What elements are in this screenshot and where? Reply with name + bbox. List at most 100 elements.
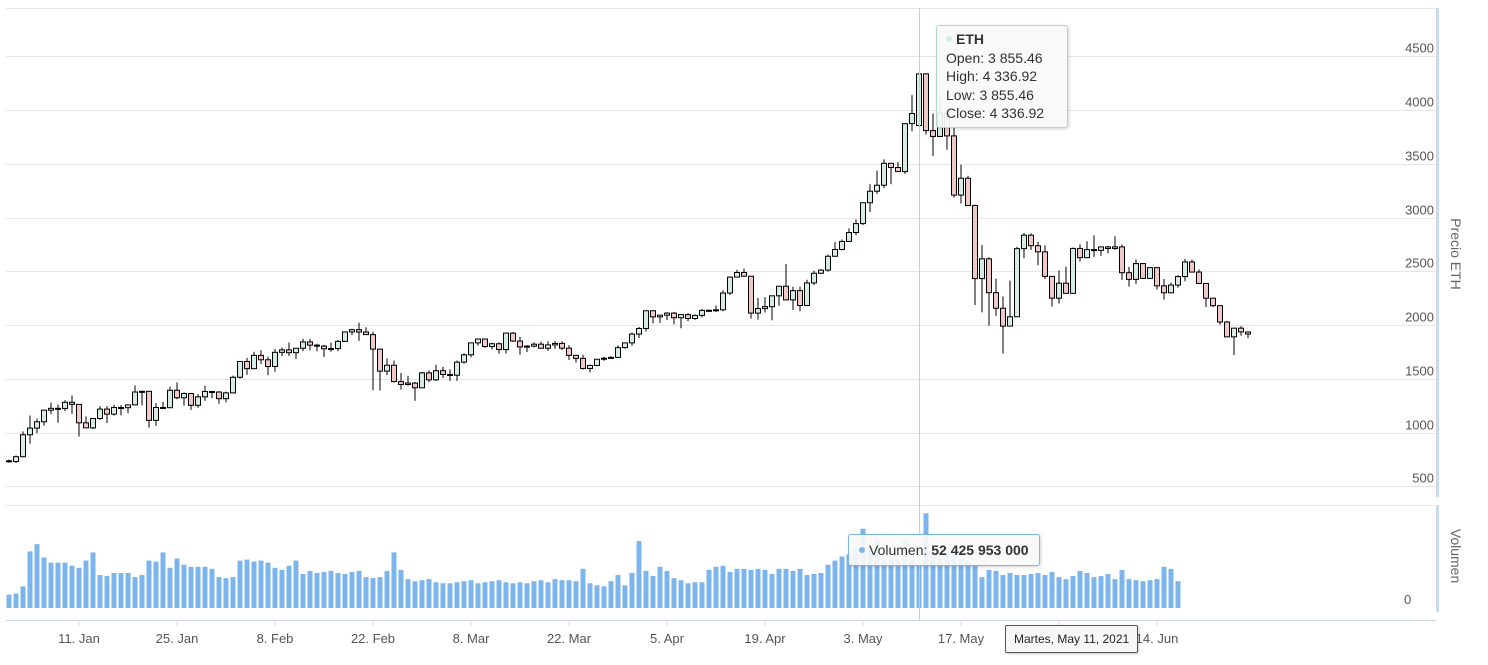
candle-body (342, 331, 348, 342)
candle (216, 391, 222, 404)
volume-bar (300, 574, 306, 608)
volume-tooltip-label: Volumen: (869, 542, 928, 558)
volume-bar (188, 566, 194, 608)
candle-body (279, 349, 285, 353)
candle (1042, 245, 1048, 280)
candle (769, 295, 775, 321)
candle-body (223, 392, 229, 400)
candle-body (510, 332, 516, 342)
candle (440, 366, 446, 379)
candle-body (776, 285, 782, 297)
candle-body (27, 427, 33, 436)
volume-bar (482, 582, 488, 608)
candle (972, 204, 978, 305)
candle (342, 331, 348, 342)
tooltip-high-value: 4 336.92 (982, 68, 1038, 85)
candle-body (832, 248, 838, 257)
price-gridlines (6, 8, 1436, 487)
candle (97, 406, 103, 420)
candle-body (1035, 245, 1041, 253)
candle-body (440, 370, 446, 375)
candle-body (664, 312, 670, 316)
candle-body (34, 421, 40, 429)
volume-bar (580, 568, 586, 608)
tooltip-open-value: 3 855.46 (988, 49, 1043, 66)
volume-bar (713, 566, 719, 608)
volume-bar (839, 556, 845, 608)
volume-bar (6, 594, 12, 608)
candle (636, 326, 642, 339)
volume-bar (1063, 579, 1069, 608)
volume-bar (1042, 575, 1048, 608)
candle-body (797, 290, 803, 306)
candle (286, 342, 292, 356)
candle (13, 455, 19, 464)
candle-body (272, 351, 278, 368)
price-tick-label: 1500 (1405, 364, 1434, 379)
candle (139, 390, 145, 406)
candle (447, 369, 453, 381)
volume-bar (293, 560, 299, 608)
volume-bar (615, 575, 621, 608)
volume-bar (1056, 577, 1062, 608)
candle (587, 364, 593, 373)
date-tick-label: 14. Jun (1136, 631, 1179, 646)
tooltip-high-row: High: 4 336.92 (946, 67, 1058, 86)
candle (223, 391, 229, 403)
candle (34, 418, 40, 434)
price-axis-bar (1436, 8, 1439, 497)
volume-bar (258, 560, 264, 608)
candle (41, 409, 47, 426)
volume-bar (685, 583, 691, 608)
candle (426, 370, 432, 383)
candle (202, 385, 208, 401)
volume-bar (671, 578, 677, 608)
candle-body (216, 391, 222, 400)
candle-body (1140, 263, 1146, 279)
candle-body (1084, 249, 1090, 259)
candle-body (468, 342, 474, 356)
volume-bar (223, 578, 229, 608)
candle-body (83, 422, 89, 429)
volume-bar (69, 565, 75, 608)
candle-body (762, 306, 768, 310)
volume-bar (706, 569, 712, 608)
candle (195, 394, 201, 408)
candle-body (1049, 275, 1055, 299)
candle (580, 354, 586, 370)
date-tick-label: 22. Mar (547, 631, 592, 646)
volume-bar (356, 570, 362, 608)
candle (55, 404, 61, 423)
candle (552, 341, 558, 349)
candle-body (188, 393, 194, 406)
volume-bar (1077, 570, 1083, 608)
candle-body (1098, 246, 1104, 251)
candle (923, 73, 929, 135)
candle-body (195, 396, 201, 406)
candle (454, 360, 460, 381)
volume-bar (860, 528, 866, 608)
price-tick-label: 2000 (1405, 310, 1434, 325)
volume-bar (1049, 571, 1055, 608)
volume-bar (335, 572, 341, 608)
candle (951, 127, 957, 198)
candle (132, 385, 138, 406)
volume-bar (342, 574, 348, 608)
date-tick-label: 22. Feb (351, 631, 395, 646)
candle (1056, 270, 1062, 304)
volume-bar (643, 570, 649, 608)
candle (314, 343, 320, 352)
candle (181, 392, 187, 406)
candle-body (321, 345, 327, 350)
volume-bar (1084, 572, 1090, 608)
candle (265, 356, 271, 376)
candle-body (769, 295, 775, 308)
volume-bar (286, 565, 292, 608)
volume-bar (440, 583, 446, 608)
candle-body (615, 347, 621, 358)
candle-body (566, 347, 572, 356)
candle-body (412, 382, 418, 389)
candle (475, 338, 481, 346)
volume-bar (489, 581, 495, 608)
volume-bar (230, 577, 236, 608)
